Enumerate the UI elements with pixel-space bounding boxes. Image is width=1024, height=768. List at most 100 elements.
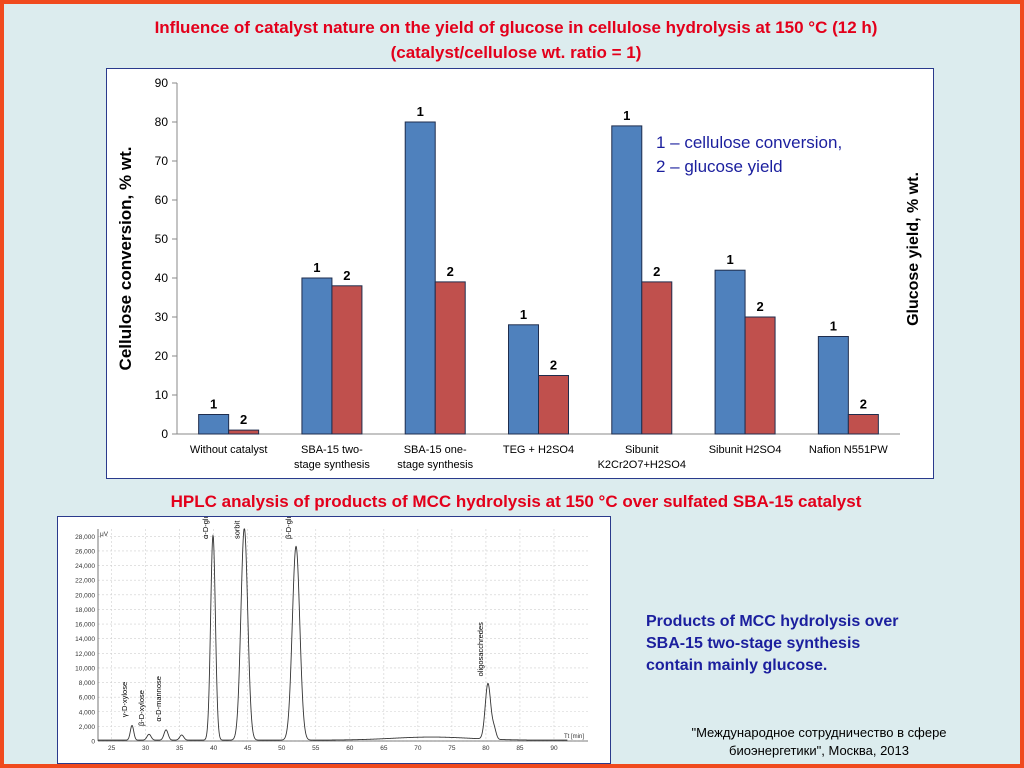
- y-tick-label: 10,000: [75, 665, 95, 672]
- y-tick-label: 60: [155, 193, 169, 207]
- x-tick-label: 60: [346, 745, 354, 752]
- bar: [434, 281, 466, 435]
- bar-data-label: 1: [313, 260, 320, 275]
- bar-chart: 0 10 20 30 40 50 60 70 80 90 Cellulose conversion,…: [116, 76, 922, 471]
- peak-label: sorbit: [232, 520, 241, 539]
- x-tick-label: stage synthesis: [397, 459, 473, 471]
- x-tick-label: Sibunit: [625, 444, 659, 456]
- y-tick-label: 8,000: [79, 680, 96, 687]
- credit-line: биоэнергетики", Москва, 2013: [729, 743, 909, 758]
- y-unit-label: μV: [100, 531, 109, 538]
- x-tick-label: 55: [312, 745, 320, 752]
- products-note-line: contain mainly glucose.: [646, 657, 828, 674]
- y-tick-label: 2,000: [79, 724, 96, 731]
- x-tick-label: 45: [244, 745, 252, 752]
- x-tick-label: Nafion N551PW: [809, 444, 888, 456]
- bar: [404, 121, 436, 435]
- x-tick-label: 80: [482, 745, 490, 752]
- y-tick-label: 40: [155, 271, 169, 285]
- y-tick-label: 70: [155, 154, 169, 168]
- y-tick-label: 20: [155, 349, 169, 363]
- hplc-title: HPLC analysis of products of MCC hydroly…: [170, 492, 862, 511]
- bar-data-label: 2: [860, 397, 867, 412]
- y-tick-label: 30: [155, 310, 169, 324]
- x-tick-label: 65: [380, 745, 388, 752]
- y-tick-label: 80: [155, 115, 169, 129]
- bar: [641, 281, 673, 435]
- y2-axis-title: Glucose yield, % wt.: [905, 172, 922, 326]
- chromatogram-trace: [98, 528, 568, 741]
- bar: [301, 277, 333, 435]
- peak-label: β-D-xylose: [137, 690, 146, 726]
- bar: [847, 414, 879, 435]
- bar: [198, 414, 230, 435]
- products-note: Products of MCC hydrolysis over SBA-15 t…: [646, 611, 986, 677]
- y-tick-label: 90: [155, 76, 169, 90]
- legend-annotation: 1 – cellulose conversion,: [656, 133, 842, 152]
- x-tick-label: 30: [142, 745, 150, 752]
- y-tick-label: 28,000: [75, 534, 95, 541]
- peak-label: oligosacchredes: [476, 622, 485, 676]
- bar-data-label: 2: [653, 264, 660, 279]
- bar: [714, 269, 746, 435]
- y-tick-label: 0: [161, 427, 168, 441]
- x-tick-label: 50: [278, 745, 286, 752]
- peak-label: β-D-glucose: [284, 517, 293, 539]
- y-axis-title: Cellulose conversion, % wt.: [116, 147, 135, 371]
- legend-annotation: 2 – glucose yield: [656, 157, 783, 176]
- y-tick-label: 10: [155, 388, 169, 402]
- bar-data-label: 2: [756, 299, 763, 314]
- slide-title-line1: Influence of catalyst nature on the yiel…: [154, 18, 878, 37]
- bar-data-label: 2: [343, 268, 350, 283]
- y-tick-label: 16,000: [75, 622, 95, 629]
- x-tick-label: 90: [550, 745, 558, 752]
- x-tick-label: SBA-15 one-: [404, 444, 467, 456]
- bar-data-label: 1: [623, 108, 630, 123]
- bar-data-label: 2: [447, 264, 454, 279]
- y-tick-label: 6,000: [79, 695, 96, 702]
- bar: [611, 125, 643, 435]
- bar-data-label: 2: [550, 358, 557, 373]
- products-note-line: SBA-15 two-stage synthesis: [646, 635, 861, 652]
- y-tick-label: 26,000: [75, 548, 95, 555]
- x-tick-label: Sibunit H2SO4: [709, 444, 782, 456]
- x-tick-label: 35: [176, 745, 184, 752]
- x-tick-label: Without catalyst: [190, 444, 268, 456]
- slide-title-line2: (catalyst/cellulose wt. ratio = 1): [390, 43, 642, 62]
- bar: [331, 285, 363, 435]
- bar: [744, 316, 776, 435]
- y-tick-label: 24,000: [75, 563, 95, 570]
- bar-data-label: 2: [240, 412, 247, 427]
- bar-data-label: 1: [726, 252, 733, 267]
- x-tick-label: SBA-15 two-: [301, 444, 363, 456]
- y-tick-label: 4,000: [79, 709, 96, 716]
- y-tick-label: 22,000: [75, 578, 95, 585]
- bar: [817, 336, 849, 435]
- x-tick-label: 70: [414, 745, 422, 752]
- hplc-chromatogram: 0 2,000 4,000 6,000 8,000 10,000 12,000 14,000 1…: [75, 517, 588, 752]
- bar: [508, 324, 539, 435]
- y-tick-label: 50: [155, 232, 169, 246]
- x-tick-label: TEG + H2SO4: [503, 444, 574, 456]
- bar-data-label: 1: [830, 319, 837, 334]
- y-tick-label: 20,000: [75, 592, 95, 599]
- credit-line: "Международное сотрудничество в сфере: [691, 725, 947, 740]
- y-tick-label: 12,000: [75, 651, 95, 658]
- x-unit-label: Tt [min]: [564, 734, 584, 740]
- y-tick-label: 0: [91, 739, 95, 746]
- bar: [228, 429, 260, 435]
- bar: [538, 375, 569, 435]
- bar-data-label: 1: [210, 397, 217, 412]
- x-tick-label: 85: [516, 745, 524, 752]
- hplc-chromatogram-panel: 0 2,000 4,000 6,000 8,000 10,000 12,000 14,000 1…: [57, 516, 611, 764]
- y-tick-label: 14,000: [75, 636, 95, 643]
- bar-data-label: 1: [520, 307, 527, 322]
- bar-data-label: 1: [417, 104, 424, 119]
- x-tick-label: 75: [448, 745, 456, 752]
- peak-label: γ-D-xylose: [120, 682, 129, 717]
- peak-label: α-D-mannose: [154, 676, 163, 722]
- x-tick-label: K2Cr2O7+H2SO4: [598, 459, 686, 471]
- credit-note: "Международное сотрудничество в сфере би…: [659, 724, 979, 760]
- y-tick-label: 18,000: [75, 607, 95, 614]
